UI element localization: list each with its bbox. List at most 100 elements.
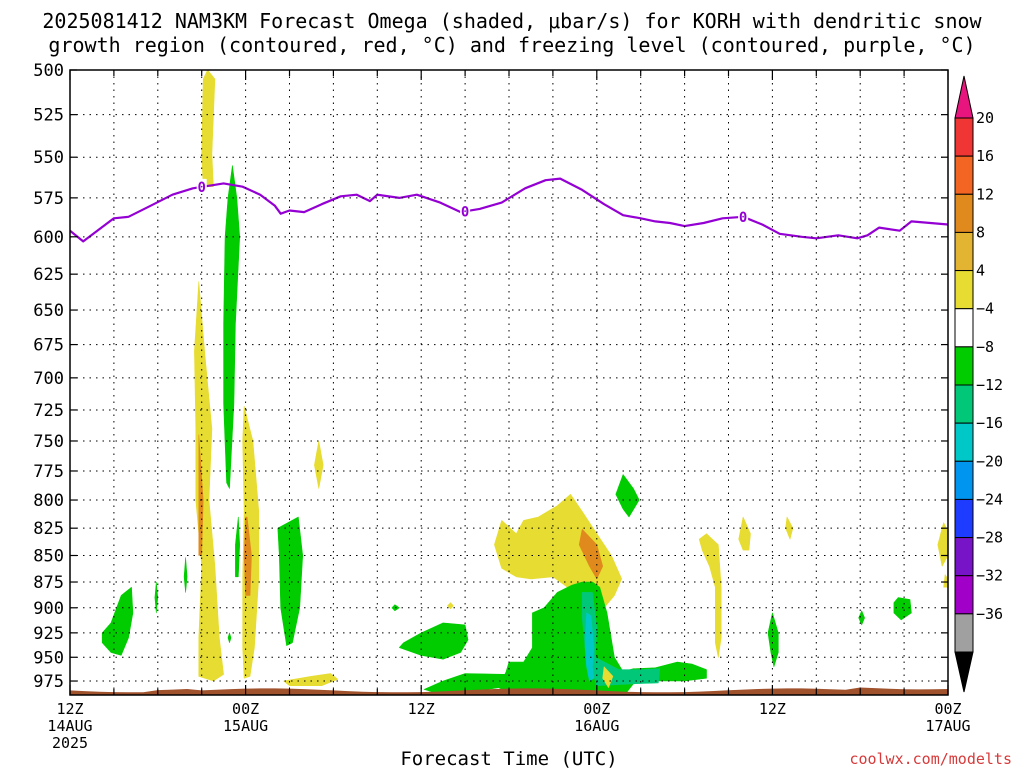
omega-region-7: [227, 632, 232, 644]
colorbar-box-10: [954, 498, 974, 539]
colorbar: 20 16 12 8 4 −4 −8 −12 −16 −20 −24 −28 −32 −36: [954, 75, 1003, 693]
colorbar-label-13: −36: [976, 605, 1003, 623]
colorbar-box-7: [954, 384, 974, 424]
x-axis-label: Forecast Time (UTC): [400, 748, 617, 768]
y-tick-label-500: 500: [33, 61, 64, 81]
colorbar-box-6: [954, 346, 974, 386]
y-tick-label-550: 550: [33, 148, 64, 168]
freezing-level-label-2: 0: [739, 210, 747, 226]
x-tick-label-0-3: 2025: [52, 734, 88, 752]
colorbar-top-arrow: [954, 75, 974, 119]
colorbar-box-2: [954, 193, 974, 233]
omega-region-30: [893, 597, 912, 621]
omega-region-9: [314, 440, 324, 489]
colorbar-box-5: [954, 308, 974, 348]
x-tick-label-5-2: 17AUG: [925, 717, 970, 735]
freezing-level-label-bg-2: [738, 208, 749, 224]
colorbar-label-7: −12: [976, 376, 1003, 394]
colorbar-box-12: [954, 575, 974, 615]
y-tick-label-825: 825: [33, 519, 64, 539]
chart-title-line1: 2025081412 NAM3KM Forecast Omega (shaded…: [42, 9, 982, 33]
plot-area: 0 0 0: [70, 69, 948, 695]
colorbar-label-11: −28: [976, 529, 1003, 547]
colorbar-label-5: −4: [976, 300, 994, 318]
colorbar-box-4: [954, 270, 974, 310]
colorbar-label-2: 12: [976, 185, 994, 203]
source-credit: coolwx.com/modelts: [849, 750, 1012, 768]
colorbar-box-9: [954, 460, 974, 500]
y-tick-label-875: 875: [33, 573, 64, 593]
x-tick-label-0-2: 14AUG: [47, 717, 92, 735]
freezing-level-line: [70, 177, 948, 243]
x-tick-label-3-2: 16AUG: [574, 717, 619, 735]
x-tick-label-3-1: 00Z: [583, 700, 610, 718]
colorbar-label-6: −8: [976, 338, 994, 356]
x-tick-label-1-2: 15AUG: [223, 717, 268, 735]
colorbar-label-3: 8: [976, 223, 985, 241]
y-tick-label-850: 850: [33, 546, 64, 566]
y-tick-label-900: 900: [33, 599, 64, 619]
y-tick-label-650: 650: [33, 301, 64, 321]
colorbar-label-10: −24: [976, 490, 1003, 508]
omega-region-23: [602, 666, 614, 688]
chart-title-line2: growth region (contoured, red, °C) and f…: [48, 33, 975, 57]
omega-region-28: [767, 612, 779, 668]
omega-region-4: [243, 516, 252, 596]
x-tick-label-5-1: 00Z: [934, 700, 961, 718]
freezing-level-label-bg-0: [196, 178, 207, 194]
y-tick-label-575: 575: [33, 189, 64, 209]
omega-region-8: [277, 516, 304, 646]
omega-region-11: [101, 586, 134, 656]
freezing-level-label-0: 0: [197, 180, 205, 196]
colorbar-label-8: −16: [976, 414, 1003, 432]
y-tick-label-725: 725: [33, 401, 64, 421]
omega-region-3: [242, 405, 260, 679]
freezing-level-label-1: 0: [461, 204, 469, 220]
y-tick-label-975: 975: [33, 672, 64, 692]
colorbar-box-3: [954, 231, 974, 272]
omega-region-6: [235, 516, 240, 578]
colorbar-bottom-arrow: [954, 651, 974, 693]
omega-region-0: [201, 70, 216, 187]
y-tick-label-750: 750: [33, 432, 64, 452]
y-tick-label-775: 775: [33, 462, 64, 482]
axes: 500 525 550 575 600 625 650 675 700 725 750 775 800 8…: [33, 61, 970, 752]
omega-region-29: [858, 610, 865, 626]
colorbar-box-0: [954, 117, 974, 157]
omega-region-13: [183, 557, 188, 593]
x-tick-label-0-1: 12Z: [56, 700, 83, 718]
omega-region-26: [738, 516, 751, 551]
y-tick-label-800: 800: [33, 491, 64, 511]
colorbar-label-12: −32: [976, 567, 1003, 585]
y-tick-label-625: 625: [33, 265, 64, 285]
colorbar-box-8: [954, 422, 974, 462]
omega-region-2: [223, 165, 240, 489]
y-tick-label-950: 950: [33, 648, 64, 668]
colorbar-label-9: −20: [976, 452, 1003, 470]
omega-region-27: [785, 516, 794, 540]
y-tick-label-525: 525: [33, 106, 64, 126]
omega-region-15: [447, 602, 454, 610]
omega-region-12: [154, 581, 159, 614]
freezing-level-label-bg-1: [460, 203, 471, 219]
colorbar-label-4: 4: [976, 262, 985, 280]
omega-shading: [70, 70, 948, 695]
y-tick-label-675: 675: [33, 336, 64, 356]
colorbar-label-0: 20: [976, 109, 994, 127]
y-tick-label-600: 600: [33, 228, 64, 248]
colorbar-box-13: [954, 613, 974, 653]
omega-region-25: [698, 533, 722, 658]
omega-region-21: [581, 592, 661, 687]
omega-region-31: [937, 522, 948, 567]
omega-region-32: [943, 574, 948, 588]
omega-region-10: [283, 673, 339, 687]
omega-region-22: [584, 612, 595, 682]
colorbar-label-1: 16: [976, 147, 994, 165]
x-tick-label-2-1: 12Z: [408, 700, 435, 718]
colorbar-box-1: [954, 155, 974, 195]
x-tick-label-1-1: 00Z: [232, 700, 259, 718]
omega-region-24: [615, 474, 640, 518]
colorbar-box-11: [954, 537, 974, 577]
x-tick-label-4-1: 12Z: [759, 700, 786, 718]
